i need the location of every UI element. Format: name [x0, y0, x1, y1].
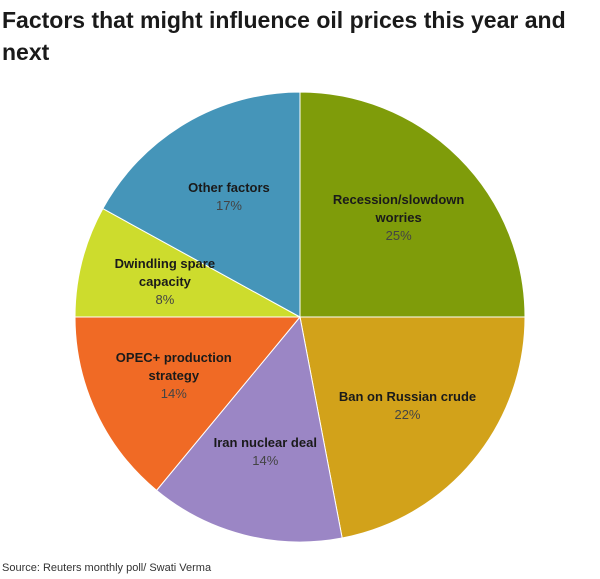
- pie-slice: [102, 91, 301, 318]
- slice-label: OPEC+ production strategy 14%: [99, 349, 249, 403]
- slice-name: Ban on Russian crude: [338, 388, 477, 404]
- slice-value: 22%: [394, 406, 421, 422]
- slice-value: 14%: [160, 386, 187, 402]
- slice-value: 17%: [215, 197, 242, 213]
- slice-label: Recession/slowdown worries 25%: [324, 191, 474, 245]
- slice-label: Iran nuclear deal 14%: [190, 434, 340, 470]
- slice-value: 8%: [155, 292, 175, 308]
- slice-name: Dwindling spare capacity: [114, 256, 216, 290]
- pie-slice: [299, 316, 526, 539]
- pie-slice: [74, 316, 302, 492]
- chart-title: Factors that might influence oil prices …: [2, 7, 566, 65]
- slice-name: Other factors: [188, 179, 270, 195]
- slice-name: OPEC+ production strategy: [115, 350, 232, 384]
- slice-value: 25%: [385, 228, 412, 244]
- pie-slice: [299, 91, 526, 318]
- slice-name: Recession/slowdown worries: [332, 192, 465, 226]
- pie-slice: [155, 315, 343, 543]
- slice-label: Ban on Russian crude 22%: [332, 388, 482, 424]
- pie-slice: [74, 207, 301, 318]
- slice-label: Dwindling spare capacity 8%: [90, 255, 240, 309]
- source-note: Source: Reuters monthly poll/ Swati Verm…: [2, 562, 212, 574]
- slice-name: Iran nuclear deal: [213, 435, 317, 451]
- slice-label: Other factors 17%: [154, 179, 304, 215]
- slice-value: 14%: [252, 453, 279, 469]
